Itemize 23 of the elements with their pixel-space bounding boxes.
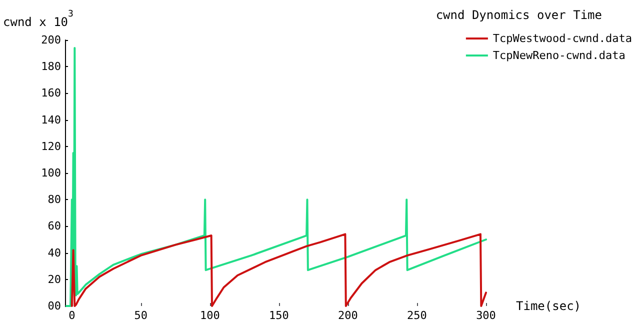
text: cwnd Dynomics over Time — [436, 8, 602, 22]
x-tick-label: 100 — [200, 309, 220, 322]
x-tick-label: 50 — [134, 309, 148, 322]
y-tick-label: 140 — [41, 113, 61, 126]
y-tick-label: 40 — [48, 246, 61, 260]
y-tick-label: 100 — [41, 166, 61, 180]
y-tick-label: 60 — [48, 220, 61, 233]
legend-label: TcpWestwood-cwnd.data — [492, 32, 632, 45]
y-tick-label: 20 — [48, 272, 61, 286]
x-tick-label: 0 — [68, 309, 76, 322]
y-tick-label: 00 — [48, 300, 61, 312]
x-tick-label: 250 — [407, 309, 427, 322]
line-series — [65, 46, 487, 307]
legend-label: TcpNewReno-cwnd.data — [492, 49, 626, 62]
x-tick-label: 150 — [269, 309, 289, 322]
y-tick-label: 200 — [41, 34, 61, 46]
y-tick-label: 120 — [41, 140, 61, 153]
y-tick-label: 160 — [41, 86, 61, 100]
x-tick-label: 200 — [338, 309, 358, 322]
y-tick-label: 80 — [48, 193, 61, 206]
x-axis-title: Time(sec) — [516, 299, 582, 313]
x-tick-label: 300 — [476, 309, 496, 322]
y-tick-label: 180 — [41, 60, 61, 74]
